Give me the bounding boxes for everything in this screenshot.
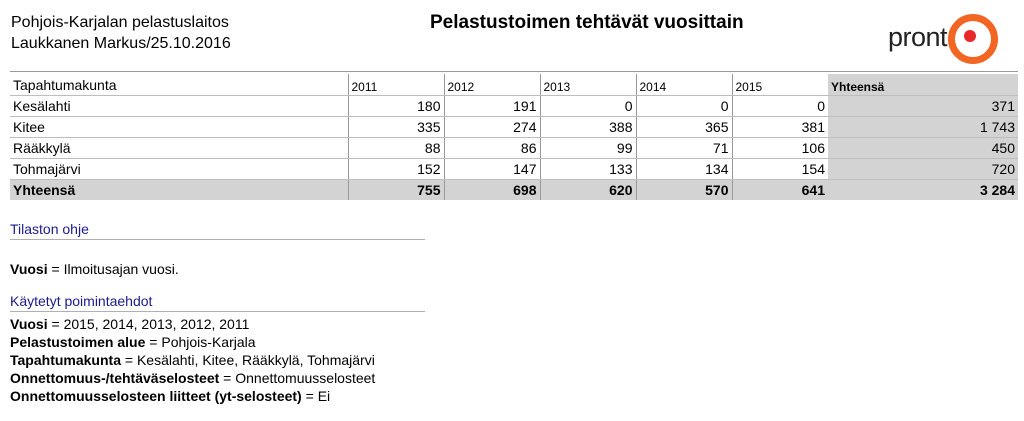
table-cell: 274: [443, 116, 540, 138]
table-cell: 365: [635, 116, 732, 138]
criteria-value: Kesälahti, Kitee, Rääkkylä, Tohmajärvi: [136, 352, 375, 368]
column-header-year: 2011: [347, 74, 444, 96]
logo-dot-icon: [964, 30, 976, 42]
criteria-value: Pohjois-Karjala: [161, 334, 256, 350]
totals-cell: 570: [635, 179, 732, 200]
totals-cell: 755: [347, 179, 444, 200]
row-total-cell: 1 743: [828, 116, 1018, 138]
table-cell: 0: [731, 95, 828, 117]
report-header-left: Pohjois-Karjalan pelastuslaitos Laukkane…: [11, 12, 231, 54]
table-cell: 133: [539, 158, 636, 180]
report-title: Pelastustoimen tehtävät vuosittain: [430, 12, 744, 33]
table-cell: 388: [539, 116, 636, 138]
table-row: Rääkkylä 88 86 99 71 106 450: [10, 137, 1018, 159]
table-cell: 0: [539, 95, 636, 117]
table-cell: 152: [347, 158, 444, 180]
pronto-logo: pront: [888, 12, 1010, 68]
criteria-value: Ei: [317, 388, 331, 404]
criteria-value: 2015, 2014, 2013, 2012, 2011: [63, 316, 250, 332]
column-header-municipality: Tapahtumakunta: [10, 74, 348, 96]
criteria-item: Onnettomuus-/tehtäväselosteet = Onnettom…: [10, 370, 376, 386]
criteria-key: Onnettomuus-/tehtäväselosteet: [10, 370, 220, 386]
row-total-cell: 371: [828, 95, 1018, 117]
column-header-year: 2013: [539, 74, 636, 96]
table-cell: 335: [347, 116, 444, 138]
table-cell: 154: [731, 158, 828, 180]
help-note: Vuosi = Ilmoitusajan vuosi.: [10, 261, 179, 277]
criteria-key: Onnettomuusselosteen liitteet (yt-selost…: [10, 388, 302, 404]
row-label: Rääkkylä: [10, 137, 348, 159]
table-row: Tohmajärvi 152 147 133 134 154 720: [10, 158, 1018, 180]
help-note-value: Ilmoitusajan vuosi.: [63, 261, 179, 277]
table-cell: 147: [443, 158, 540, 180]
criteria-item: Vuosi = 2015, 2014, 2013, 2012, 2011: [10, 316, 250, 332]
table-cell: 381: [731, 116, 828, 138]
totals-cell: 698: [443, 179, 540, 200]
logo-text: pront: [888, 22, 948, 52]
header-divider: [10, 71, 1018, 72]
criteria-key: Vuosi: [10, 316, 48, 332]
table-cell: 180: [347, 95, 444, 117]
organization-name: Pohjois-Karjalan pelastuslaitos: [11, 14, 229, 31]
totals-row: Yhteensä 755 698 620 570 641 3 284: [10, 179, 1018, 200]
criteria-section-title: Käytetyt poimintaehdot: [10, 293, 425, 312]
table-cell: 71: [635, 137, 732, 159]
criteria-key: Tapahtumakunta: [10, 352, 121, 368]
table-header-row: Tapahtumakunta 2011 2012 2013 2014 2015 …: [10, 74, 1018, 96]
totals-cell: 620: [539, 179, 636, 200]
column-header-year: 2014: [635, 74, 732, 96]
criteria-item: Onnettomuusselosteen liitteet (yt-selost…: [10, 388, 331, 404]
grand-total-cell: 3 284: [828, 179, 1018, 200]
column-header-year: 2012: [443, 74, 540, 96]
totals-row-label: Yhteensä: [10, 179, 348, 200]
criteria-item: Tapahtumakunta = Kesälahti, Kitee, Rääkk…: [10, 352, 375, 368]
totals-cell: 641: [731, 179, 828, 200]
table-cell: 99: [539, 137, 636, 159]
criteria-value: Onnettomuusselosteet: [235, 370, 376, 386]
table-row: Kesälahti 180 191 0 0 0 371: [10, 95, 1018, 117]
criteria-item: Pelastustoimen alue = Pohjois-Karjala: [10, 334, 256, 350]
row-total-cell: 720: [828, 158, 1018, 180]
author-date: Laukkanen Markus/25.10.2016: [11, 35, 231, 52]
row-total-cell: 450: [828, 137, 1018, 159]
criteria-list: Vuosi = 2015, 2014, 2013, 2012, 2011 Pel…: [10, 315, 375, 405]
help-section-title: Tilaston ohje: [10, 221, 425, 240]
help-note-key: Vuosi: [10, 261, 48, 277]
column-header-total: Yhteensä: [828, 74, 1018, 96]
table-row: Kitee 335 274 388 365 381 1 743: [10, 116, 1018, 138]
criteria-key: Pelastustoimen alue: [10, 334, 146, 350]
table-cell: 191: [443, 95, 540, 117]
logo-ring-icon: [948, 14, 998, 64]
row-label: Kitee: [10, 116, 348, 138]
table-cell: 134: [635, 158, 732, 180]
table-cell: 88: [347, 137, 444, 159]
column-header-year: 2015: [731, 74, 828, 96]
table-cell: 106: [731, 137, 828, 159]
row-label: Tohmajärvi: [10, 158, 348, 180]
table-cell: 0: [635, 95, 732, 117]
table-cell: 86: [443, 137, 540, 159]
row-label: Kesälahti: [10, 95, 348, 117]
statistics-table: Tapahtumakunta 2011 2012 2013 2014 2015 …: [10, 74, 1018, 200]
